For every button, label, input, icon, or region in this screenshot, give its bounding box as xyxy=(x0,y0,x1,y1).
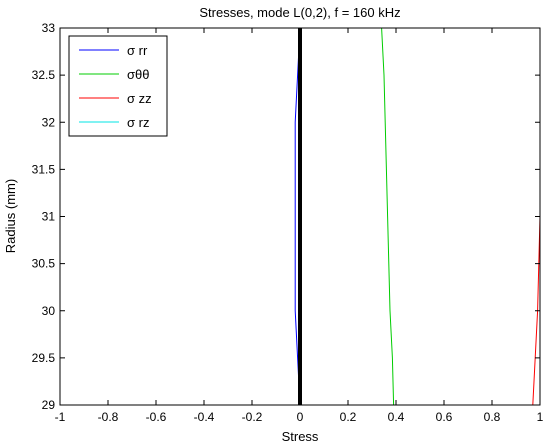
y-tick-label: 31.5 xyxy=(32,162,56,176)
x-tick-label: 0.8 xyxy=(484,410,501,424)
x-tick-label: 0 xyxy=(297,410,304,424)
legend-label-0: σ rr xyxy=(127,43,148,58)
x-tick-label: 0.6 xyxy=(436,410,453,424)
legend-box xyxy=(68,35,168,137)
y-tick-label: 32.5 xyxy=(32,68,56,82)
x-tick-label: -0.2 xyxy=(242,410,263,424)
y-tick-label: 31 xyxy=(42,210,56,224)
y-tick-label: 29 xyxy=(42,398,56,412)
legend-label-2: σ zz xyxy=(127,91,152,106)
legend-label-1: σθθ xyxy=(127,67,149,82)
x-tick-label: -0.8 xyxy=(98,410,119,424)
legend: σ rr σθθ σ zz σ rz xyxy=(68,35,168,137)
series-line-1 xyxy=(381,27,395,406)
series-line-0 xyxy=(294,27,301,406)
x-tick-label: -0.4 xyxy=(194,410,215,424)
x-axis-label: Stress xyxy=(282,429,319,444)
x-tick-label: 0.4 xyxy=(388,410,405,424)
x-tick-label: 1 xyxy=(537,410,544,424)
legend-label-3: σ rz xyxy=(127,115,149,130)
x-tick-label: -0.6 xyxy=(146,410,167,424)
y-tick-label: 30 xyxy=(42,304,56,318)
x-tick-label: -1 xyxy=(55,410,66,424)
x-tick-label: 0.2 xyxy=(340,410,357,424)
axes-layer: -1 -0.8 -0.6 -0.4 -0.2 0 0.2 0.4 0.6 0.8 1 29 29.5 30… xyxy=(32,21,544,424)
y-axis-label: Radius (mm) xyxy=(3,179,18,253)
y-tick-label: 32 xyxy=(42,115,56,129)
chart-title: Stresses, mode L(0,2), f = 160 kHz xyxy=(199,5,400,20)
y-tick-label: 30.5 xyxy=(32,257,56,271)
y-tick-label: 33 xyxy=(42,21,56,35)
y-tick-label: 29.5 xyxy=(32,351,56,365)
